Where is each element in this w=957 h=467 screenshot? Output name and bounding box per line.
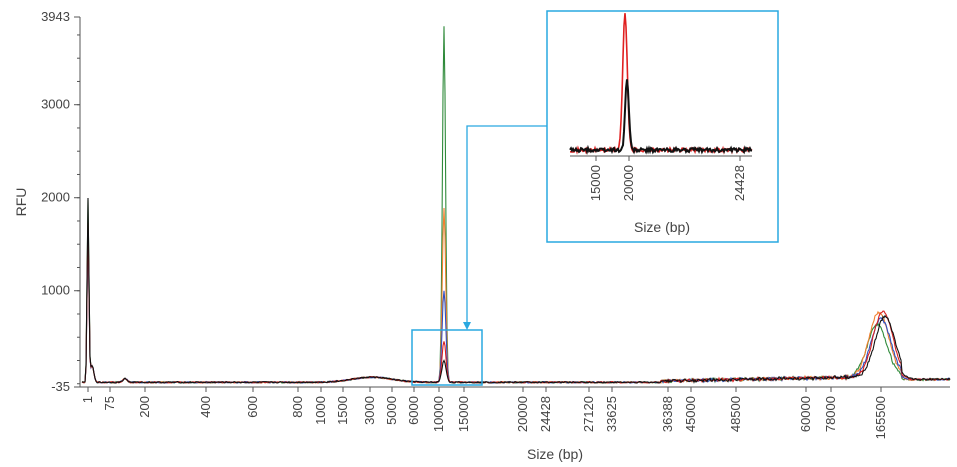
trace-line [81, 26, 951, 384]
trace-line [81, 222, 951, 384]
inset-connector-line [466, 125, 547, 324]
inset-x-tick-label: 20000 [621, 165, 636, 201]
inset-trace-line [569, 79, 752, 155]
x-tick-label: 33625 [604, 396, 619, 432]
x-tick-label: 78000 [823, 396, 838, 432]
inset-x-tick-label: 15000 [588, 165, 603, 201]
x-tick-label: 6000 [406, 396, 421, 425]
x-tick-label: 48500 [728, 396, 743, 432]
x-tick-label: 165500 [873, 396, 888, 439]
trace-line [81, 232, 951, 384]
trace-line [81, 207, 951, 384]
x-tick-label: 10000 [431, 396, 446, 432]
y-tick-label: 1000 [41, 283, 70, 298]
y-tick-label: 2000 [41, 190, 70, 205]
x-axis-title: Size (bp) [527, 446, 583, 462]
x-tick-label: 36388 [660, 396, 675, 432]
inset-x-axis-title: Size (bp) [634, 219, 690, 235]
y-axis-title: RFU [13, 188, 29, 217]
x-tick-label: 3000 [362, 396, 377, 425]
x-tick-label: 400 [198, 396, 213, 418]
trace-line [81, 197, 951, 384]
x-tick-label: 24428 [538, 396, 553, 432]
y-tick-label: -35 [51, 379, 70, 394]
x-tick-label: 45000 [683, 396, 698, 432]
x-tick-label: 60000 [798, 396, 813, 432]
x-tick-label: 1500 [335, 396, 350, 425]
y-tick-label: 3943 [41, 9, 70, 24]
x-tick-label: 5000 [384, 396, 399, 425]
x-tick-label: 27120 [581, 396, 596, 432]
connector-arrow-icon [463, 322, 471, 330]
x-tick-label: 15000 [456, 396, 471, 432]
highlight-region-box [411, 329, 483, 386]
inset-x-tick-label: 24428 [732, 165, 747, 201]
x-tick-label: 800 [290, 396, 305, 418]
x-tick-label: 600 [245, 396, 260, 418]
y-tick-label: 3000 [41, 97, 70, 112]
x-tick-label: 20000 [515, 396, 530, 432]
x-tick-label: 1000 [313, 396, 328, 425]
inset-frame [546, 10, 779, 243]
x-tick-label: 200 [137, 396, 152, 418]
x-tick-label: 75 [102, 396, 117, 410]
x-tick-label: 1 [80, 396, 95, 403]
